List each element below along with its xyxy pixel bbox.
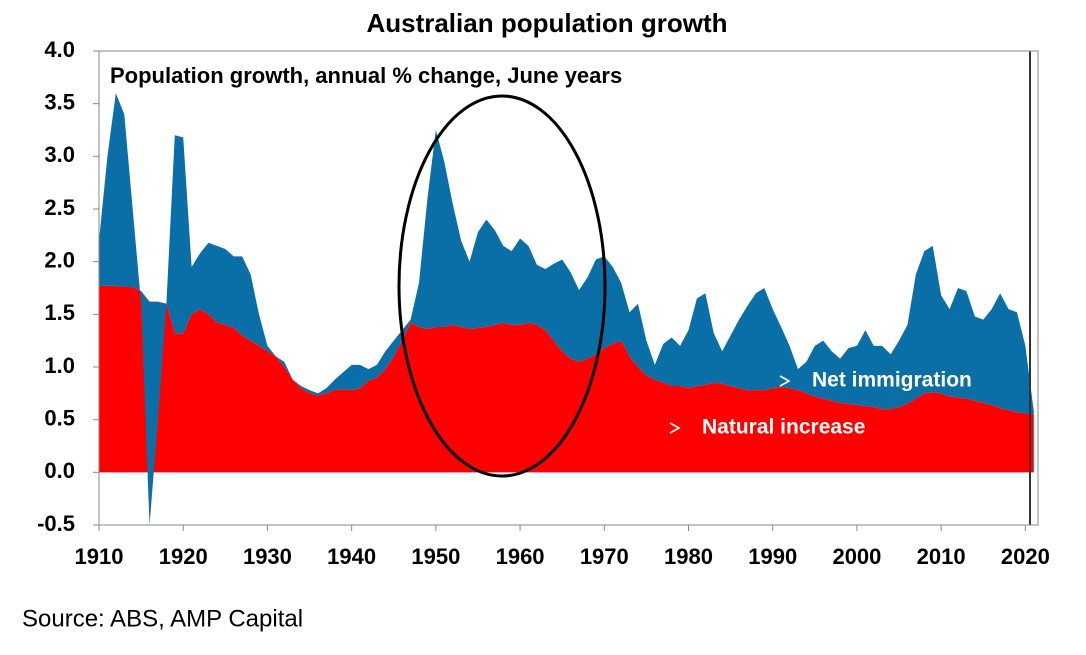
x-tick-label: 1970: [580, 544, 629, 569]
plot-frame: [98, 50, 1039, 526]
x-tick-label: 1910: [75, 544, 124, 569]
x-tick-label: 2020: [1001, 544, 1050, 569]
x-tick-label: 2010: [917, 544, 966, 569]
x-tick-label: 2000: [832, 544, 881, 569]
legend-arrow: [669, 422, 681, 434]
x-tick-label: 1940: [327, 544, 376, 569]
legend-label: Net immigration: [812, 369, 972, 392]
y-tick-label: 2.5: [44, 195, 75, 220]
highlight-ellipse: [397, 94, 607, 478]
y-tick-label: 0.0: [44, 458, 75, 483]
y-tick-label: 0.5: [44, 405, 75, 430]
plot-area: [98, 51, 1034, 525]
y-tick-label: 3.5: [44, 89, 75, 114]
x-tick-label: 1990: [748, 544, 797, 569]
y-tick-label: 1.0: [44, 353, 75, 378]
x-tick-label: 1960: [496, 544, 545, 569]
source: Source: ABS, AMP Capital: [22, 605, 303, 632]
y-tick-label: 1.5: [44, 300, 75, 325]
x-tick-label: 1920: [159, 544, 208, 569]
subtitle: Population growth, annual % change, June…: [110, 63, 622, 88]
chart-title: Australian population growth: [366, 8, 727, 38]
area: [99, 285, 1034, 473]
y-tick-label: -0.5: [37, 511, 75, 536]
y-tick-label: 2.0: [44, 247, 75, 272]
x-tick-label: 1930: [243, 544, 292, 569]
y-tick-label: 3.0: [44, 142, 75, 167]
legend-label: Natural increase: [702, 416, 865, 439]
x-tick-label: 1980: [664, 544, 713, 569]
area: [99, 93, 1034, 525]
x-tick-label: 1950: [411, 544, 460, 569]
legend-arrow: [779, 375, 791, 387]
y-tick-label: 4.0: [44, 37, 75, 62]
